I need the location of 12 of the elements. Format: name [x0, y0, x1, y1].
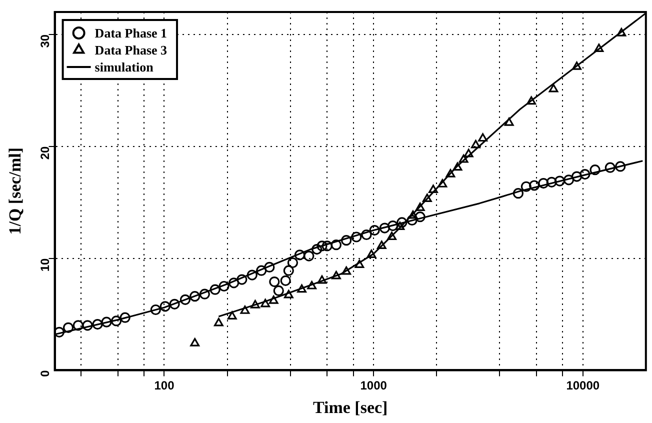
y-tick-label: 30	[38, 34, 52, 48]
legend-label: Data Phase 1	[94, 25, 168, 40]
x-tick-label: 100	[154, 378, 175, 393]
y-tick-label: 10	[38, 258, 52, 272]
y-tick-label: 20	[38, 146, 52, 160]
y-tick-label: 0	[38, 370, 52, 377]
x-tick-label: 10000	[566, 378, 600, 393]
x-axis-title: Time [sec]	[312, 398, 388, 418]
legend-label: simulation	[94, 59, 154, 74]
x-tick-label: 1000	[360, 378, 388, 393]
y-axis-title: 1/Q [sec/ml]	[6, 147, 25, 235]
legend-label: Data Phase 3	[94, 42, 168, 58]
